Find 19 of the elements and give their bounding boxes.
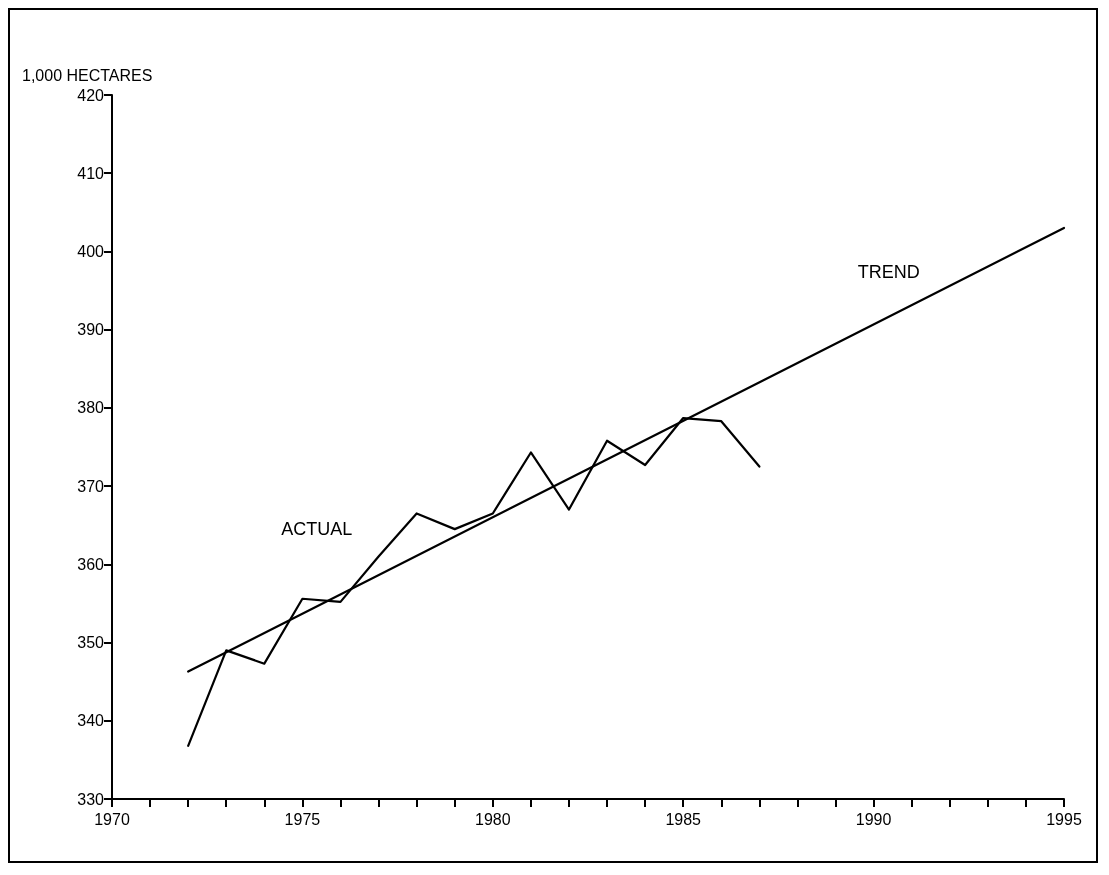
y-tick-label: 340	[77, 712, 105, 730]
y-tick-label: 350	[77, 634, 105, 652]
x-tick-label: 1980	[475, 810, 511, 828]
y-tick-label: 380	[77, 399, 105, 417]
y-tick-label: 400	[77, 242, 105, 260]
x-tick-label: 1995	[1046, 810, 1082, 828]
x-tick-label: 1970	[94, 810, 130, 828]
y-tick-label: 330	[77, 790, 105, 808]
y-tick-label: 390	[77, 321, 105, 339]
y-axis-title: 1,000 HECTARES	[22, 66, 153, 84]
y-tick-label: 420	[77, 86, 105, 104]
x-tick-label: 1990	[855, 810, 892, 828]
series-label: ACTUAL	[281, 518, 353, 539]
series-label: TREND	[857, 261, 920, 282]
x-tick-label: 1975	[284, 810, 321, 828]
x-tick-label: 1985	[665, 810, 702, 828]
y-tick-label: 410	[77, 164, 105, 182]
y-tick-label: 370	[77, 477, 105, 495]
y-tick-label: 360	[77, 555, 105, 573]
